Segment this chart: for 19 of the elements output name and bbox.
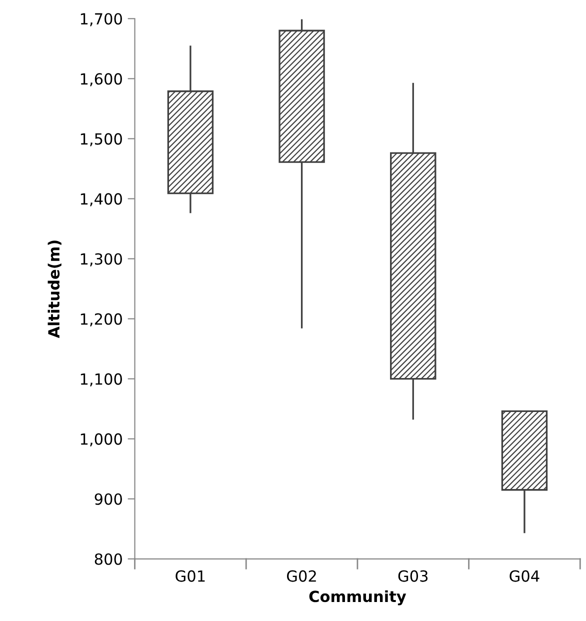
y-tick-label: 1,700 [80, 13, 122, 26]
candlestick [167, 44, 214, 214]
y-axis-title: Altitude(m) [48, 240, 62, 338]
y-tick-label: 1,200 [80, 313, 122, 326]
candlestick [278, 18, 325, 330]
y-tick-label: 1,500 [80, 133, 122, 146]
y-tick-label: 1,400 [80, 193, 122, 206]
x-tick-label: G01 [176, 570, 205, 582]
y-tick-label: 1,300 [80, 253, 122, 266]
y-tick-label: 1,600 [80, 73, 122, 86]
y-tick-label: 1,000 [80, 433, 122, 446]
x-tick-label: G04 [510, 570, 540, 582]
candlestick [390, 82, 436, 420]
y-tick-label: 900 [94, 493, 122, 505]
y-tick-label: 800 [94, 553, 122, 565]
y-tick-label: 1,100 [80, 373, 122, 386]
x-tick-label: G02 [287, 570, 316, 582]
x-tick-label: G03 [398, 570, 428, 582]
x-axis-title: Community [309, 590, 406, 606]
